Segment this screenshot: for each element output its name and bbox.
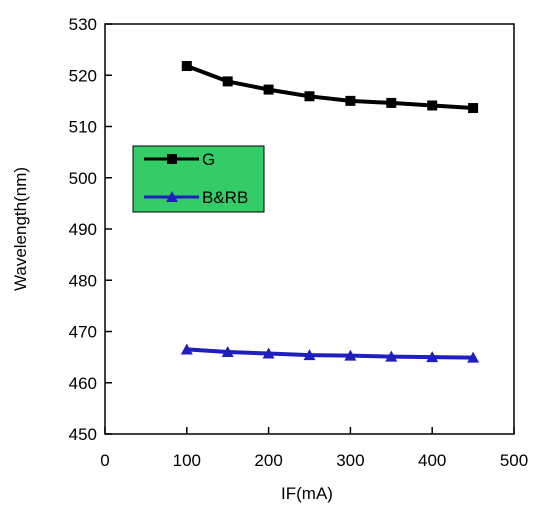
data-point-b-rb bbox=[467, 351, 480, 363]
legend-label-brb: B&RB bbox=[202, 188, 248, 207]
x-tick-label: 200 bbox=[254, 451, 282, 470]
y-tick-label: 450 bbox=[69, 425, 97, 444]
y-tick-label: 510 bbox=[69, 118, 97, 137]
x-tick-label: 300 bbox=[336, 451, 364, 470]
data-point-g bbox=[263, 84, 274, 95]
data-point-g bbox=[222, 76, 233, 87]
legend-marker-g bbox=[167, 154, 177, 164]
data-point-b-rb bbox=[426, 351, 439, 363]
data-point-b-rb bbox=[344, 349, 357, 361]
legend-label-g: G bbox=[202, 150, 215, 169]
data-point-b-rb bbox=[262, 347, 275, 359]
series-layer bbox=[180, 61, 480, 363]
y-tick-label: 500 bbox=[69, 169, 97, 188]
y-axis-ticks: 450 460 470 480 490 500 510 520 530 bbox=[69, 15, 112, 444]
y-tick-label: 470 bbox=[69, 323, 97, 342]
data-point-b-rb bbox=[385, 350, 398, 362]
data-point-b-rb bbox=[303, 349, 316, 361]
y-tick-label: 490 bbox=[69, 220, 97, 239]
y-tick-label: 460 bbox=[69, 374, 97, 393]
data-point-b-rb bbox=[221, 346, 234, 357]
legend-box bbox=[132, 145, 265, 213]
x-axis-ticks: 0 100 200 300 400 500 bbox=[100, 427, 528, 470]
data-point-g bbox=[427, 100, 438, 111]
plot-area-frame bbox=[104, 23, 515, 435]
data-point-g bbox=[386, 97, 397, 108]
data-point-g bbox=[181, 61, 192, 72]
data-point-g bbox=[468, 103, 479, 114]
y-axis-label: Wavelength(nm) bbox=[11, 167, 30, 291]
x-tick-label: 0 bbox=[100, 451, 109, 470]
x-tick-label: 500 bbox=[500, 451, 528, 470]
y-tick-label: 530 bbox=[69, 15, 97, 34]
y-tick-label: 520 bbox=[69, 66, 97, 85]
data-point-g bbox=[345, 95, 356, 106]
x-tick-label: 400 bbox=[418, 451, 446, 470]
legend-marker-brb bbox=[166, 191, 178, 202]
data-point-g bbox=[304, 91, 315, 102]
x-tick-label: 100 bbox=[173, 451, 201, 470]
legend: G B&RB bbox=[132, 145, 265, 213]
series-line-b-rb bbox=[186, 347, 474, 360]
data-point-b-rb bbox=[180, 343, 193, 355]
series-line-g bbox=[186, 64, 474, 110]
x-axis-label: IF(mA) bbox=[281, 484, 333, 503]
y-tick-label: 480 bbox=[69, 271, 97, 290]
